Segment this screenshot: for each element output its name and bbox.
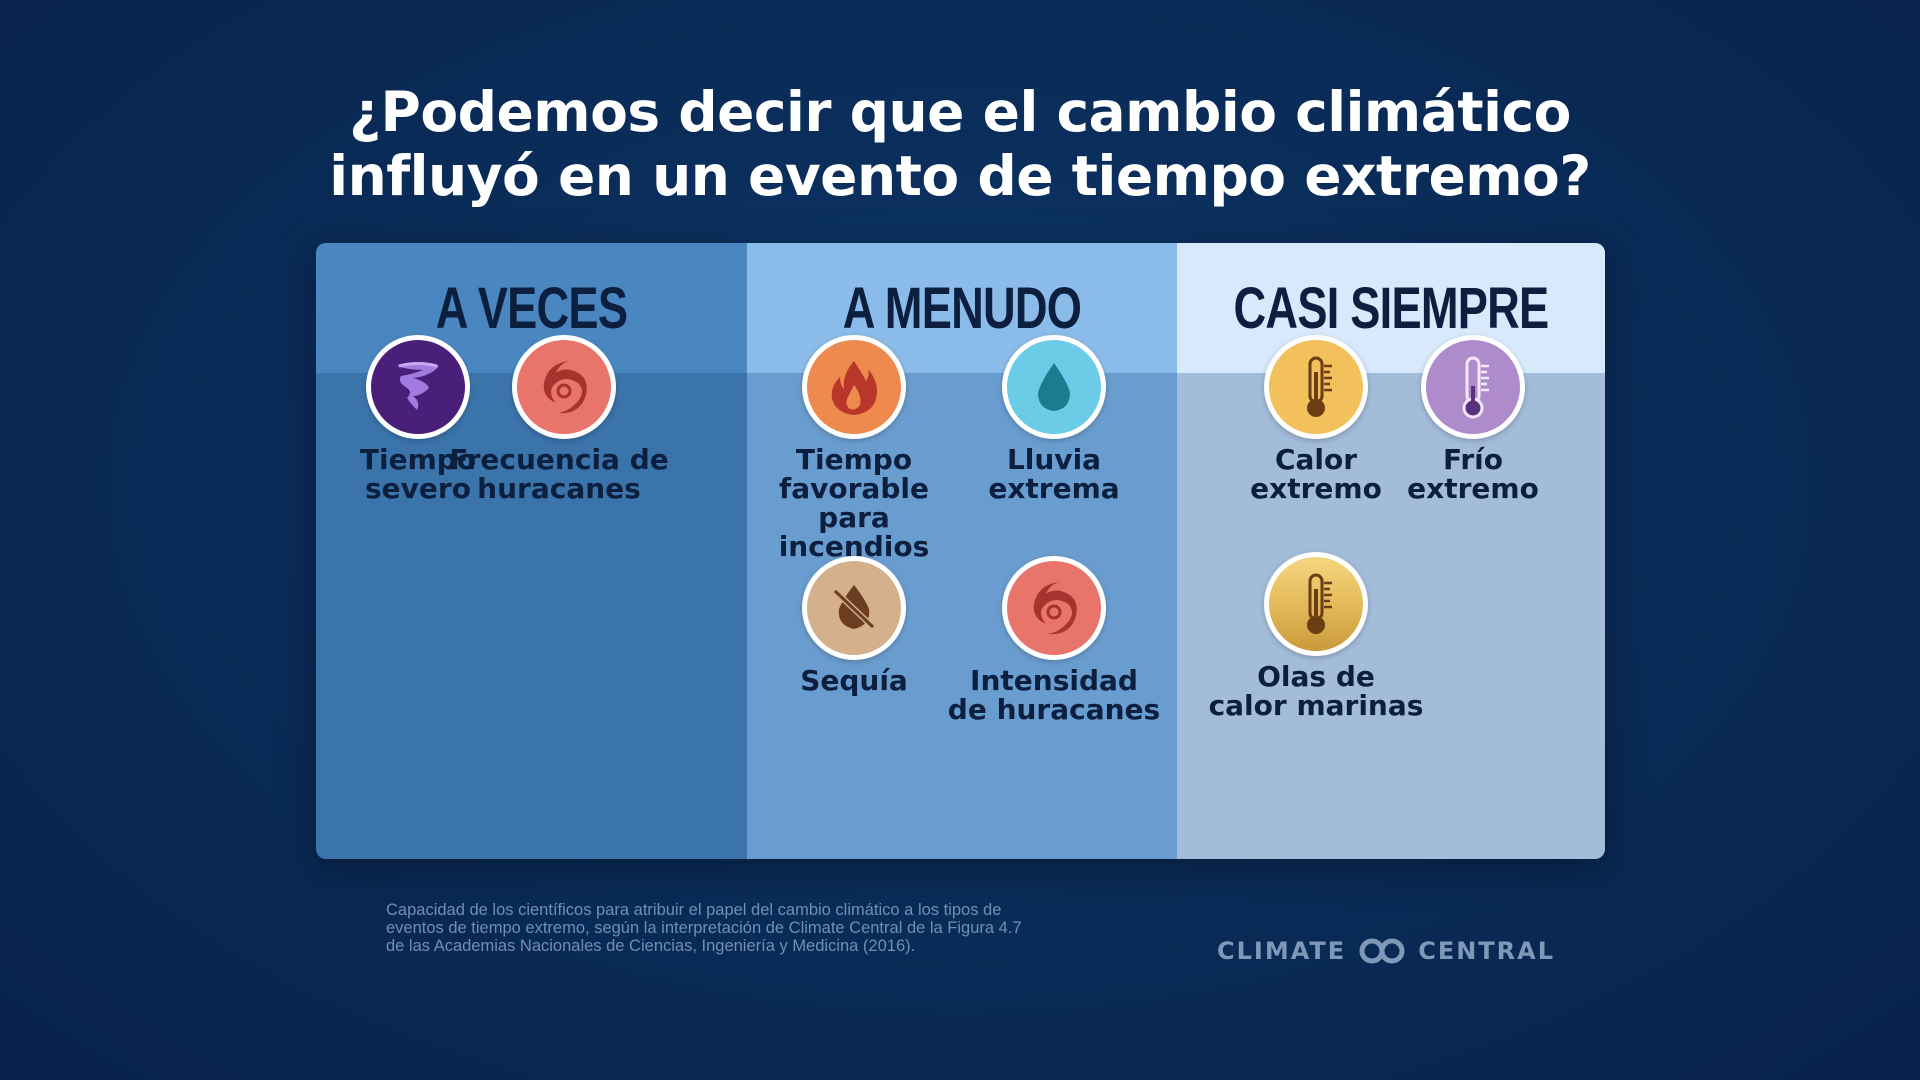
column-header-a-veces: A VECES bbox=[435, 275, 628, 341]
column-header-bg: CASI SIEMPRE bbox=[1177, 243, 1605, 373]
column-a-veces: A VECES Tiempo severo Frecu bbox=[316, 243, 747, 859]
item-calor-extremo: Calor extremo bbox=[1206, 335, 1426, 503]
thermometer-hot-icon bbox=[1264, 335, 1368, 439]
item-label: Olas de calor marinas bbox=[1208, 660, 1424, 722]
tornado-icon bbox=[366, 335, 470, 439]
title-line-2: influyó en un evento de tiempo extremo? bbox=[329, 144, 1591, 208]
logo-text-right: CENTRAL bbox=[1418, 937, 1556, 965]
item-lluvia-extrema: Lluvia extrema bbox=[944, 335, 1164, 503]
column-header-a-menudo: A MENUDO bbox=[842, 275, 1082, 341]
raindrop-icon bbox=[1002, 335, 1106, 439]
item-tiempo-severo: Tiempo severo bbox=[316, 335, 528, 503]
hurricane-icon bbox=[1002, 556, 1106, 660]
column-casi-siempre: CASI SIEMPRE Calor extremo bbox=[1177, 243, 1605, 859]
item-label: Frío extremo bbox=[1407, 443, 1539, 505]
logo-text-left: CLIMATE bbox=[1217, 937, 1347, 965]
item-sequia: Sequía bbox=[744, 556, 964, 695]
item-frecuencia-huracanes: Frecuencia de huracanes bbox=[372, 335, 702, 503]
column-a-menudo: A MENUDO Tiempo favorable para incendios bbox=[747, 243, 1177, 859]
item-label: Tiempo favorable para incendios bbox=[778, 443, 930, 563]
hurricane-icon bbox=[512, 335, 616, 439]
item-frio-extremo: Frío extremo bbox=[1363, 335, 1583, 503]
item-label: Intensidad de huracanes bbox=[947, 664, 1161, 726]
page-title: ¿Podemos decir que el cambio climático i… bbox=[0, 80, 1920, 208]
fire-icon bbox=[802, 335, 906, 439]
drought-icon bbox=[802, 556, 906, 660]
column-header-bg: A MENUDO bbox=[747, 243, 1177, 373]
item-label: Sequía bbox=[800, 664, 908, 697]
column-header-casi-siempre: CASI SIEMPRE bbox=[1233, 275, 1550, 341]
footnote: Capacidad de los científicos para atribu… bbox=[386, 901, 1022, 955]
item-tiempo-incendios: Tiempo favorable para incendios bbox=[744, 335, 964, 561]
climate-central-logo: CLIMATE CENTRAL bbox=[1217, 934, 1555, 968]
thermometer-ocean-icon bbox=[1264, 552, 1368, 656]
item-label: Lluvia extrema bbox=[988, 443, 1120, 505]
thermometer-cold-icon bbox=[1421, 335, 1525, 439]
title-line-1: ¿Podemos decir que el cambio climático bbox=[349, 80, 1571, 144]
item-label: Tiempo severo bbox=[359, 443, 477, 505]
item-intensidad-huracanes: Intensidad de huracanes bbox=[899, 556, 1209, 724]
item-label: Frecuencia de huracanes bbox=[449, 443, 669, 505]
logo-mark-icon bbox=[1356, 936, 1408, 966]
attribution-table: A VECES Tiempo severo Frecu bbox=[316, 243, 1605, 859]
item-label: Calor extremo bbox=[1250, 443, 1382, 505]
item-olas-calor-marinas: Olas de calor marinas bbox=[1176, 552, 1456, 720]
